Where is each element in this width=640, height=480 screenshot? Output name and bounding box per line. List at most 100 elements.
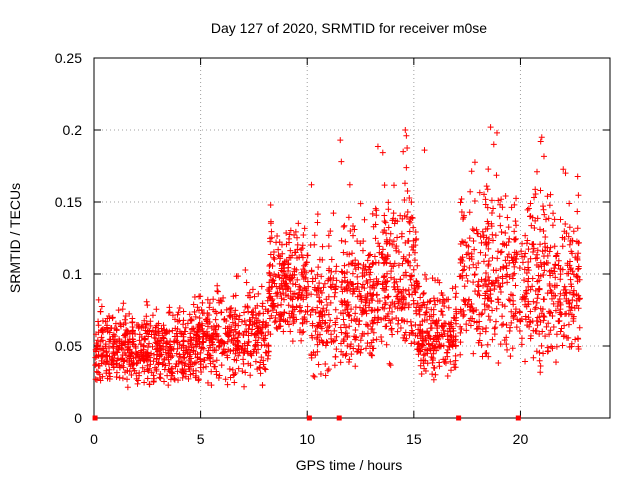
data-point — [383, 323, 390, 330]
data-point — [527, 213, 534, 220]
data-point — [552, 261, 559, 268]
data-point — [568, 248, 575, 255]
data-point — [376, 249, 383, 256]
data-point — [512, 306, 519, 313]
data-point — [266, 315, 273, 322]
data-point — [245, 308, 252, 315]
data-point — [247, 362, 254, 369]
data-point — [378, 333, 385, 340]
data-point — [235, 344, 242, 351]
data-point — [361, 285, 368, 292]
data-point — [492, 324, 499, 331]
data-point — [333, 333, 340, 340]
data-point — [541, 211, 548, 218]
data-point — [187, 349, 194, 356]
data-point — [504, 346, 511, 353]
data-point — [301, 268, 308, 275]
data-point — [460, 313, 467, 320]
data-point — [458, 256, 465, 263]
data-point — [161, 378, 168, 385]
data-point — [355, 261, 362, 268]
data-point — [464, 278, 471, 285]
data-point — [563, 290, 570, 297]
data-point — [373, 336, 380, 343]
data-point — [228, 304, 235, 311]
data-point — [552, 253, 559, 260]
data-point — [460, 239, 467, 246]
data-point — [536, 330, 543, 337]
data-point — [255, 334, 262, 341]
data-point — [482, 226, 489, 233]
data-point — [497, 289, 504, 296]
data-point — [551, 243, 558, 250]
data-point — [331, 362, 338, 369]
data-point — [465, 249, 472, 256]
data-point — [255, 290, 262, 297]
data-point — [400, 272, 407, 279]
data-point — [387, 302, 394, 309]
data-point — [95, 352, 102, 359]
data-point — [438, 322, 445, 329]
data-point — [372, 221, 379, 228]
data-point — [561, 311, 568, 318]
data-point — [410, 266, 417, 273]
data-point — [477, 233, 484, 240]
data-point — [311, 241, 318, 248]
data-point — [546, 202, 553, 209]
data-point — [467, 322, 474, 329]
data-point — [557, 301, 564, 308]
data-point — [142, 327, 149, 334]
data-point — [142, 336, 149, 343]
data-point — [115, 307, 122, 314]
data-point — [165, 382, 172, 389]
data-point — [276, 274, 283, 281]
data-point — [359, 269, 366, 276]
data-point — [482, 292, 489, 299]
data-point — [174, 368, 181, 375]
data-point — [423, 276, 430, 283]
data-point — [197, 349, 204, 356]
data-point — [417, 294, 424, 301]
data-point — [475, 260, 482, 267]
data-point — [533, 262, 540, 269]
data-point — [451, 315, 458, 322]
data-point — [290, 291, 297, 298]
data-point — [571, 291, 578, 298]
data-point — [575, 263, 582, 270]
zero-marker — [306, 415, 312, 421]
data-point — [522, 232, 529, 239]
data-point — [407, 276, 414, 283]
data-point — [523, 270, 530, 277]
data-point — [503, 341, 510, 348]
data-point — [241, 309, 248, 316]
data-point — [356, 288, 363, 295]
data-point — [463, 242, 470, 249]
data-point — [240, 350, 247, 357]
data-point — [487, 285, 494, 292]
data-point — [177, 353, 184, 360]
data-point — [516, 328, 523, 335]
data-point — [531, 194, 538, 201]
data-point — [490, 141, 497, 148]
data-point — [316, 280, 323, 287]
data-point — [482, 328, 489, 335]
data-point — [319, 243, 326, 250]
data-point — [213, 322, 220, 329]
data-point — [459, 272, 466, 279]
data-point — [473, 264, 480, 271]
data-point — [384, 294, 391, 301]
data-point — [151, 334, 158, 341]
x-tick-label: 15 — [406, 431, 422, 447]
data-point — [280, 328, 287, 335]
data-point — [483, 183, 490, 190]
data-point — [122, 320, 129, 327]
data-point — [229, 319, 236, 326]
data-point — [233, 313, 240, 320]
data-point — [444, 373, 451, 380]
data-point — [225, 346, 232, 353]
data-point — [512, 259, 519, 266]
data-point — [528, 222, 535, 229]
data-point — [141, 379, 148, 386]
data-point — [364, 257, 371, 264]
data-point — [550, 210, 557, 217]
